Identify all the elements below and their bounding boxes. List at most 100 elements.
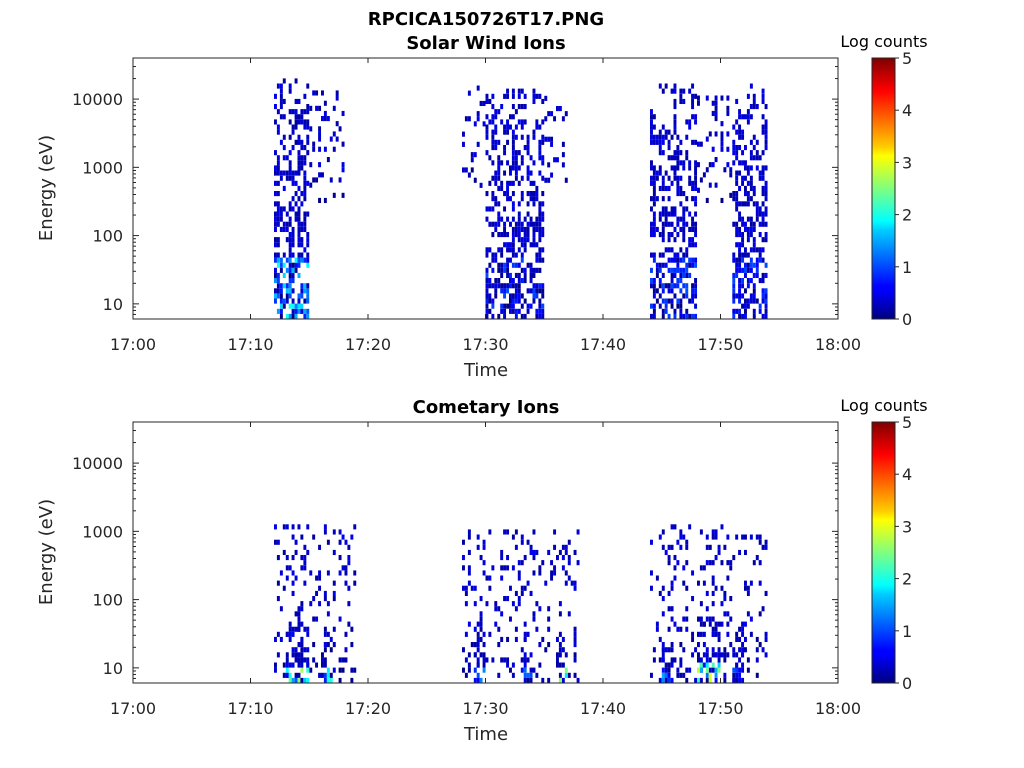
spectrogram-cell — [738, 211, 742, 217]
spectrogram-cell — [462, 667, 465, 673]
spectrogram-cell — [541, 201, 545, 207]
spectrogram-cell — [758, 257, 762, 263]
spectrogram-cell — [297, 114, 301, 120]
spectrogram-cell — [655, 288, 659, 294]
spectrogram-cell — [511, 139, 515, 145]
spectrogram-cell — [482, 121, 486, 127]
spectrogram-cell — [658, 657, 662, 663]
spectrogram-cell — [541, 226, 545, 233]
spectrogram-cell — [491, 145, 495, 151]
spectrogram-cell — [462, 141, 465, 147]
spectrogram-cell — [732, 124, 736, 130]
spectrogram-cell — [682, 272, 686, 279]
spectrogram-cell — [655, 272, 659, 279]
spectrogram-cell — [506, 283, 510, 289]
spectrogram-cell — [746, 201, 750, 207]
spectrogram-cell — [297, 196, 301, 202]
spectrogram-cell — [744, 585, 747, 591]
spectrogram-cell — [494, 278, 498, 284]
spectrogram-cell — [673, 565, 677, 571]
spectrogram-cell — [532, 293, 536, 299]
spectrogram-cell — [732, 150, 736, 156]
spectrogram-cell — [550, 570, 554, 576]
spectrogram-cell — [485, 278, 489, 284]
spectrogram-cell — [541, 283, 545, 289]
spectrogram-cell — [509, 124, 512, 130]
spectrogram-cell — [332, 549, 336, 556]
spectrogram-cell — [564, 672, 568, 678]
spectrogram-cell — [511, 534, 515, 540]
spectrogram-cell — [702, 662, 706, 668]
spectrogram-cell — [738, 308, 742, 314]
spectrogram-cell — [564, 570, 568, 576]
spectrogram-cell — [735, 242, 739, 248]
spectrogram-cell — [535, 216, 539, 222]
spectrogram-cell — [673, 98, 677, 105]
spectrogram-cell — [288, 262, 292, 268]
spectrogram-cell — [705, 672, 709, 678]
spectrogram-cell — [561, 647, 565, 653]
spectrogram-cell — [667, 196, 671, 202]
spectrogram-cell — [476, 631, 480, 637]
spectrogram-cell — [699, 565, 703, 571]
spectrogram-cell — [488, 529, 492, 535]
spectrogram-cell — [741, 313, 745, 320]
spectrogram-cell — [538, 308, 542, 314]
spectrogram-cell — [503, 145, 507, 151]
spectrogram-cell — [338, 677, 342, 684]
spectrogram-cell — [711, 534, 715, 540]
spectrogram-cell — [676, 145, 680, 151]
spectrogram-cell — [303, 221, 307, 227]
spectrogram-cell — [291, 267, 295, 273]
spectrogram-cell — [711, 110, 715, 117]
spectrogram-cell — [323, 672, 327, 678]
spectrogram-cell — [741, 303, 745, 309]
spectrogram-cell — [711, 626, 715, 632]
spectrogram-cell — [503, 242, 507, 248]
spectrogram-cell — [541, 288, 545, 294]
spectrogram-cell — [764, 139, 768, 145]
spectrogram-cell — [274, 237, 277, 243]
spectrogram-cell — [503, 170, 507, 176]
spectrogram-cell — [664, 129, 668, 135]
spectrogram-cell — [541, 308, 545, 314]
spectrogram-cell — [323, 146, 327, 152]
spectrogram-cell — [746, 298, 750, 304]
spectrogram-cell — [497, 175, 501, 181]
spectrogram-cell — [291, 524, 295, 530]
spectrogram-cell — [332, 626, 336, 632]
spectrogram-cell — [752, 104, 756, 110]
spectrogram-cell — [462, 131, 465, 137]
spectrogram-cell — [676, 175, 680, 181]
spectrogram-cell — [315, 90, 319, 96]
spectrogram-cell — [749, 165, 753, 171]
spectrogram-cell — [485, 98, 489, 105]
spectrogram-cell — [699, 141, 703, 147]
spectrogram-cell — [547, 606, 551, 612]
spectrogram-cell — [500, 216, 504, 222]
spectrogram-cell — [735, 257, 739, 263]
spectrogram-cell — [679, 672, 683, 678]
spectrogram-cell — [558, 647, 562, 653]
spectrogram-cell — [694, 221, 698, 227]
spectrogram-cell — [670, 662, 674, 668]
spectrogram-cell — [309, 182, 313, 188]
spectrogram-cell — [699, 667, 703, 673]
spectrogram-cell — [491, 119, 495, 125]
spectrogram-cell — [511, 303, 515, 309]
spectrogram-cell — [488, 119, 492, 125]
spectrogram-cell — [470, 585, 474, 591]
spectrogram-cell — [485, 272, 489, 279]
spectrogram-cell — [511, 308, 515, 314]
spectrogram-cell — [279, 93, 283, 99]
spectrogram-cell — [523, 216, 527, 222]
spectrogram-cell — [526, 211, 530, 217]
spectrogram-cell — [306, 293, 310, 299]
spectrogram-cell — [291, 226, 295, 233]
spectrogram-cell — [279, 303, 283, 309]
spectrogram-cell — [661, 288, 665, 294]
spectrogram-cell — [303, 313, 307, 320]
spectrogram-cell — [664, 298, 668, 304]
spectrogram-cell — [494, 606, 498, 612]
